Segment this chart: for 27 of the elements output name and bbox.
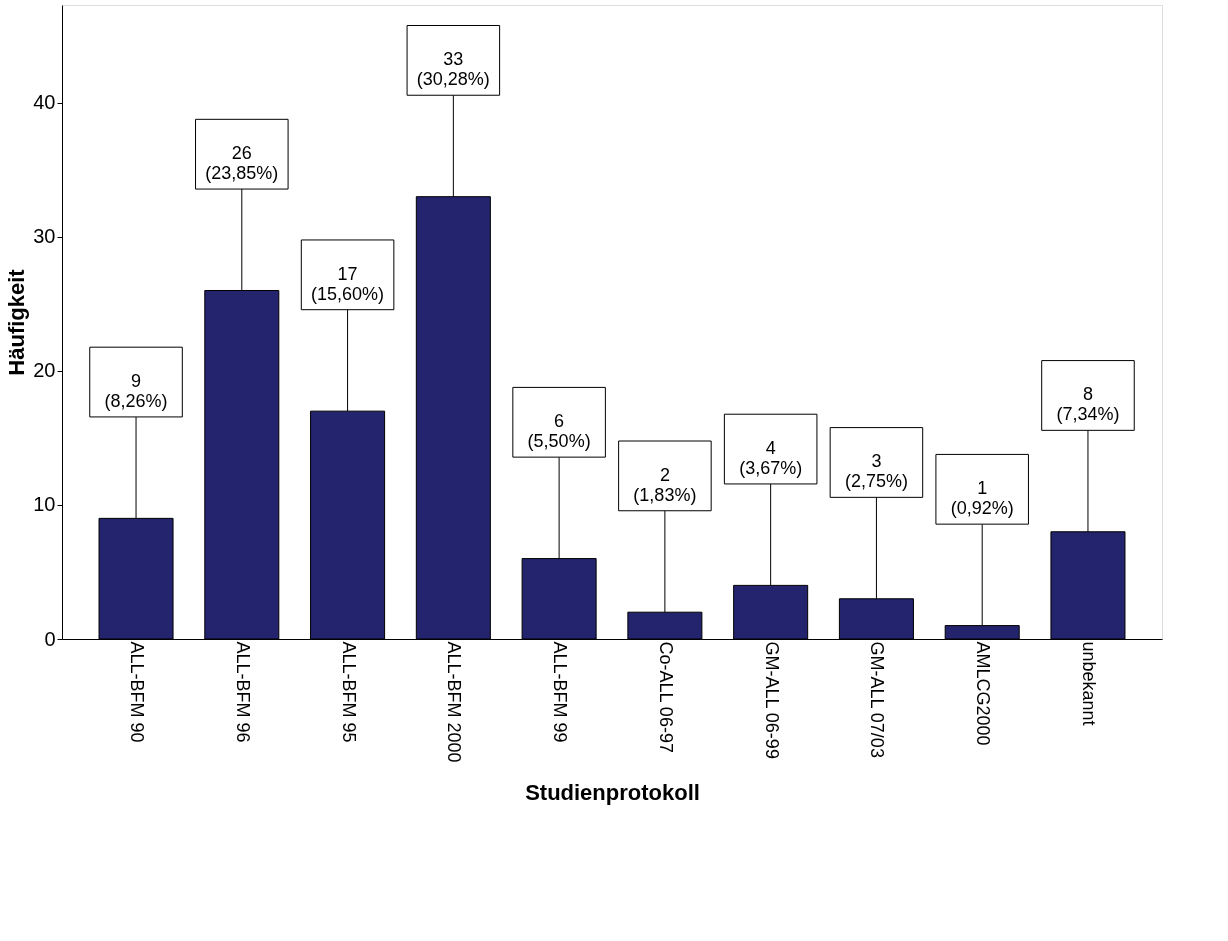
- y-axis-title: Häufigkeit: [4, 268, 30, 376]
- x-tick-label: GM-ALL 07/03: [867, 641, 888, 758]
- data-label: 9 (8,26%): [104, 371, 168, 412]
- x-tick-label: ALL-BFM 96: [232, 641, 253, 743]
- x-tick-label: Co-ALL 06-97: [655, 641, 676, 753]
- x-tick-label: unbekannt: [1078, 641, 1099, 726]
- y-tick-label: 40: [33, 91, 56, 114]
- data-label: 8 (7,34%): [1056, 384, 1120, 425]
- data-label: 3 (2,75%): [844, 451, 908, 492]
- x-tick-label: ALL-BFM 2000: [444, 641, 465, 763]
- x-tick-label: AMLCG2000: [973, 641, 994, 746]
- y-tick-label: 0: [44, 627, 56, 650]
- data-label: 4 (3,67%): [739, 438, 803, 479]
- data-label: 1 (0,92%): [950, 478, 1014, 519]
- data-label: 26 (23,85%): [205, 143, 279, 184]
- y-tick-label: 30: [33, 225, 56, 248]
- x-tick-label: ALL-BFM 90: [127, 641, 148, 743]
- data-label: 2 (1,83%): [633, 464, 697, 505]
- y-tick-label: 20: [33, 359, 56, 382]
- data-label: 17 (15,60%): [311, 263, 385, 304]
- y-tick-label: 10: [33, 493, 56, 516]
- x-tick-label: ALL-BFM 95: [338, 641, 359, 743]
- data-label: 6 (5,50%): [527, 411, 591, 452]
- x-tick-label: ALL-BFM 99: [550, 641, 571, 743]
- x-axis-title: Studienprotokoll: [525, 779, 700, 805]
- x-tick-label: GM-ALL 06-99: [761, 641, 782, 759]
- data-label: 33 (30,28%): [416, 49, 490, 90]
